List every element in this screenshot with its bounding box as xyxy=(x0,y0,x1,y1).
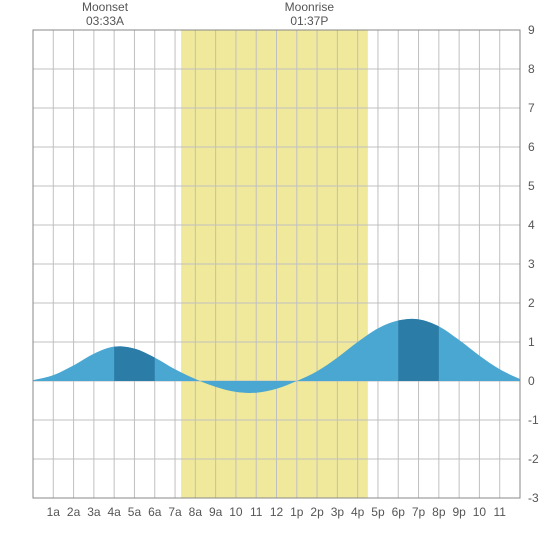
y-tick-label: -1 xyxy=(528,413,539,427)
x-tick-label: 3a xyxy=(87,505,101,519)
x-tick-label: 7p xyxy=(412,505,426,519)
x-tick-label: 6p xyxy=(392,505,406,519)
y-tick-label: 1 xyxy=(528,335,535,349)
x-tick-label: 9a xyxy=(209,505,223,519)
x-tick-label: 4a xyxy=(107,505,121,519)
x-tick-label: 2p xyxy=(310,505,324,519)
x-tick-label: 7a xyxy=(168,505,182,519)
moon-label: Moonrise01:37P xyxy=(269,0,349,29)
y-tick-label: -2 xyxy=(528,452,539,466)
y-tick-label: 3 xyxy=(528,257,535,271)
x-tick-label: 10 xyxy=(473,505,487,519)
y-tick-label: 4 xyxy=(528,218,535,232)
moon-label: Moonset03:33A xyxy=(65,0,145,29)
y-tick-label: 9 xyxy=(528,23,535,37)
x-tick-label: 8a xyxy=(189,505,203,519)
y-tick-label: 6 xyxy=(528,140,535,154)
moon-label-time: 03:33A xyxy=(65,14,145,28)
chart-canvas: -3-2-101234567891a2a3a4a5a6a7a8a9a101112… xyxy=(0,0,550,550)
y-tick-label: 2 xyxy=(528,296,535,310)
x-tick-label: 11 xyxy=(250,505,263,519)
moon-label-time: 01:37P xyxy=(269,14,349,28)
x-tick-label: 9p xyxy=(452,505,466,519)
x-tick-label: 11 xyxy=(493,505,506,519)
moon-label-title: Moonset xyxy=(65,0,145,14)
x-tick-label: 10 xyxy=(229,505,243,519)
x-tick-label: 1p xyxy=(290,505,304,519)
x-tick-label: 2a xyxy=(67,505,81,519)
x-tick-label: 8p xyxy=(432,505,446,519)
x-tick-label: 5p xyxy=(371,505,385,519)
y-tick-label: 7 xyxy=(528,101,535,115)
x-tick-label: 12 xyxy=(270,505,284,519)
x-tick-label: 1a xyxy=(47,505,61,519)
y-tick-label: 0 xyxy=(528,374,535,388)
y-tick-label: -3 xyxy=(528,491,539,505)
x-tick-label: 5a xyxy=(128,505,142,519)
x-tick-label: 6a xyxy=(148,505,162,519)
y-tick-label: 8 xyxy=(528,62,535,76)
y-tick-label: 5 xyxy=(528,179,535,193)
moon-label-title: Moonrise xyxy=(269,0,349,14)
x-tick-label: 3p xyxy=(331,505,345,519)
tide-chart: -3-2-101234567891a2a3a4a5a6a7a8a9a101112… xyxy=(0,0,550,550)
x-tick-label: 4p xyxy=(351,505,365,519)
